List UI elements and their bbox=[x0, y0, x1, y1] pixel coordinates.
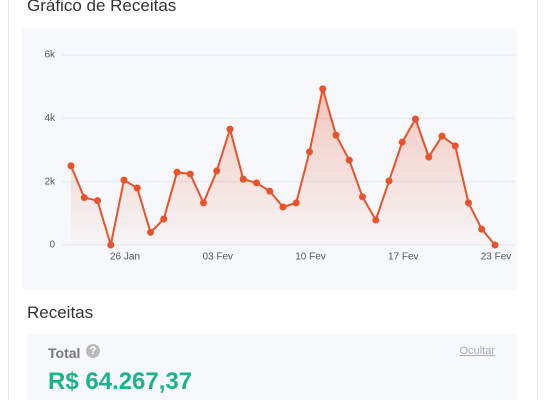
x-tick-label: 17 Fev bbox=[388, 252, 419, 263]
y-tick-label: 6k bbox=[44, 50, 56, 61]
x-tick-label: 10 Fev bbox=[295, 252, 326, 263]
point bbox=[120, 176, 128, 184]
point bbox=[465, 199, 472, 207]
point bbox=[200, 199, 207, 207]
total-label: Total bbox=[48, 345, 81, 361]
y-tick-label: 2k bbox=[44, 176, 56, 187]
help-icon[interactable]: ? bbox=[86, 344, 100, 358]
content-frame bbox=[8, 0, 538, 400]
point bbox=[359, 193, 366, 201]
x-tick-label: 03 Fev bbox=[202, 252, 233, 263]
x-tick-label: 26 Jan bbox=[110, 252, 140, 263]
point bbox=[292, 199, 300, 207]
y-tick-label: 0 bbox=[49, 240, 55, 251]
point bbox=[478, 225, 486, 233]
point bbox=[398, 138, 406, 146]
point bbox=[306, 148, 313, 156]
point bbox=[372, 216, 380, 224]
heading: Gráfico de Receitas bbox=[27, 0, 177, 15]
point bbox=[133, 184, 141, 192]
point bbox=[332, 131, 340, 139]
point bbox=[253, 179, 260, 187]
chart: 0 2k 4k 6k 26 Jan 03 Fev 10 Fev 17 Fev 23 Fev bbox=[44, 50, 515, 263]
point bbox=[412, 115, 419, 123]
total-card: Total ? Ocultar R$ 64.267,37 bbox=[27, 334, 517, 400]
point bbox=[266, 187, 274, 195]
point bbox=[213, 167, 221, 175]
point bbox=[107, 241, 115, 249]
area bbox=[71, 88, 495, 245]
point bbox=[279, 203, 287, 211]
point bbox=[67, 162, 75, 170]
point bbox=[226, 125, 234, 133]
point bbox=[425, 153, 433, 161]
total-value: R$ 64.267,37 bbox=[48, 368, 193, 395]
point bbox=[319, 85, 327, 93]
point bbox=[345, 156, 353, 164]
point bbox=[186, 170, 194, 178]
point bbox=[239, 175, 247, 183]
point bbox=[147, 228, 154, 236]
point bbox=[438, 132, 446, 140]
point bbox=[80, 194, 88, 201]
section-title: Receitas bbox=[27, 303, 94, 322]
point bbox=[385, 177, 393, 185]
hide-link[interactable]: Ocultar bbox=[459, 345, 495, 357]
point bbox=[160, 215, 168, 223]
point bbox=[451, 142, 459, 150]
point bbox=[173, 168, 181, 176]
x-tick-label: 23 Fev bbox=[481, 252, 512, 263]
y-tick-label: 4k bbox=[44, 113, 56, 124]
point bbox=[94, 197, 101, 205]
point bbox=[491, 241, 499, 249]
